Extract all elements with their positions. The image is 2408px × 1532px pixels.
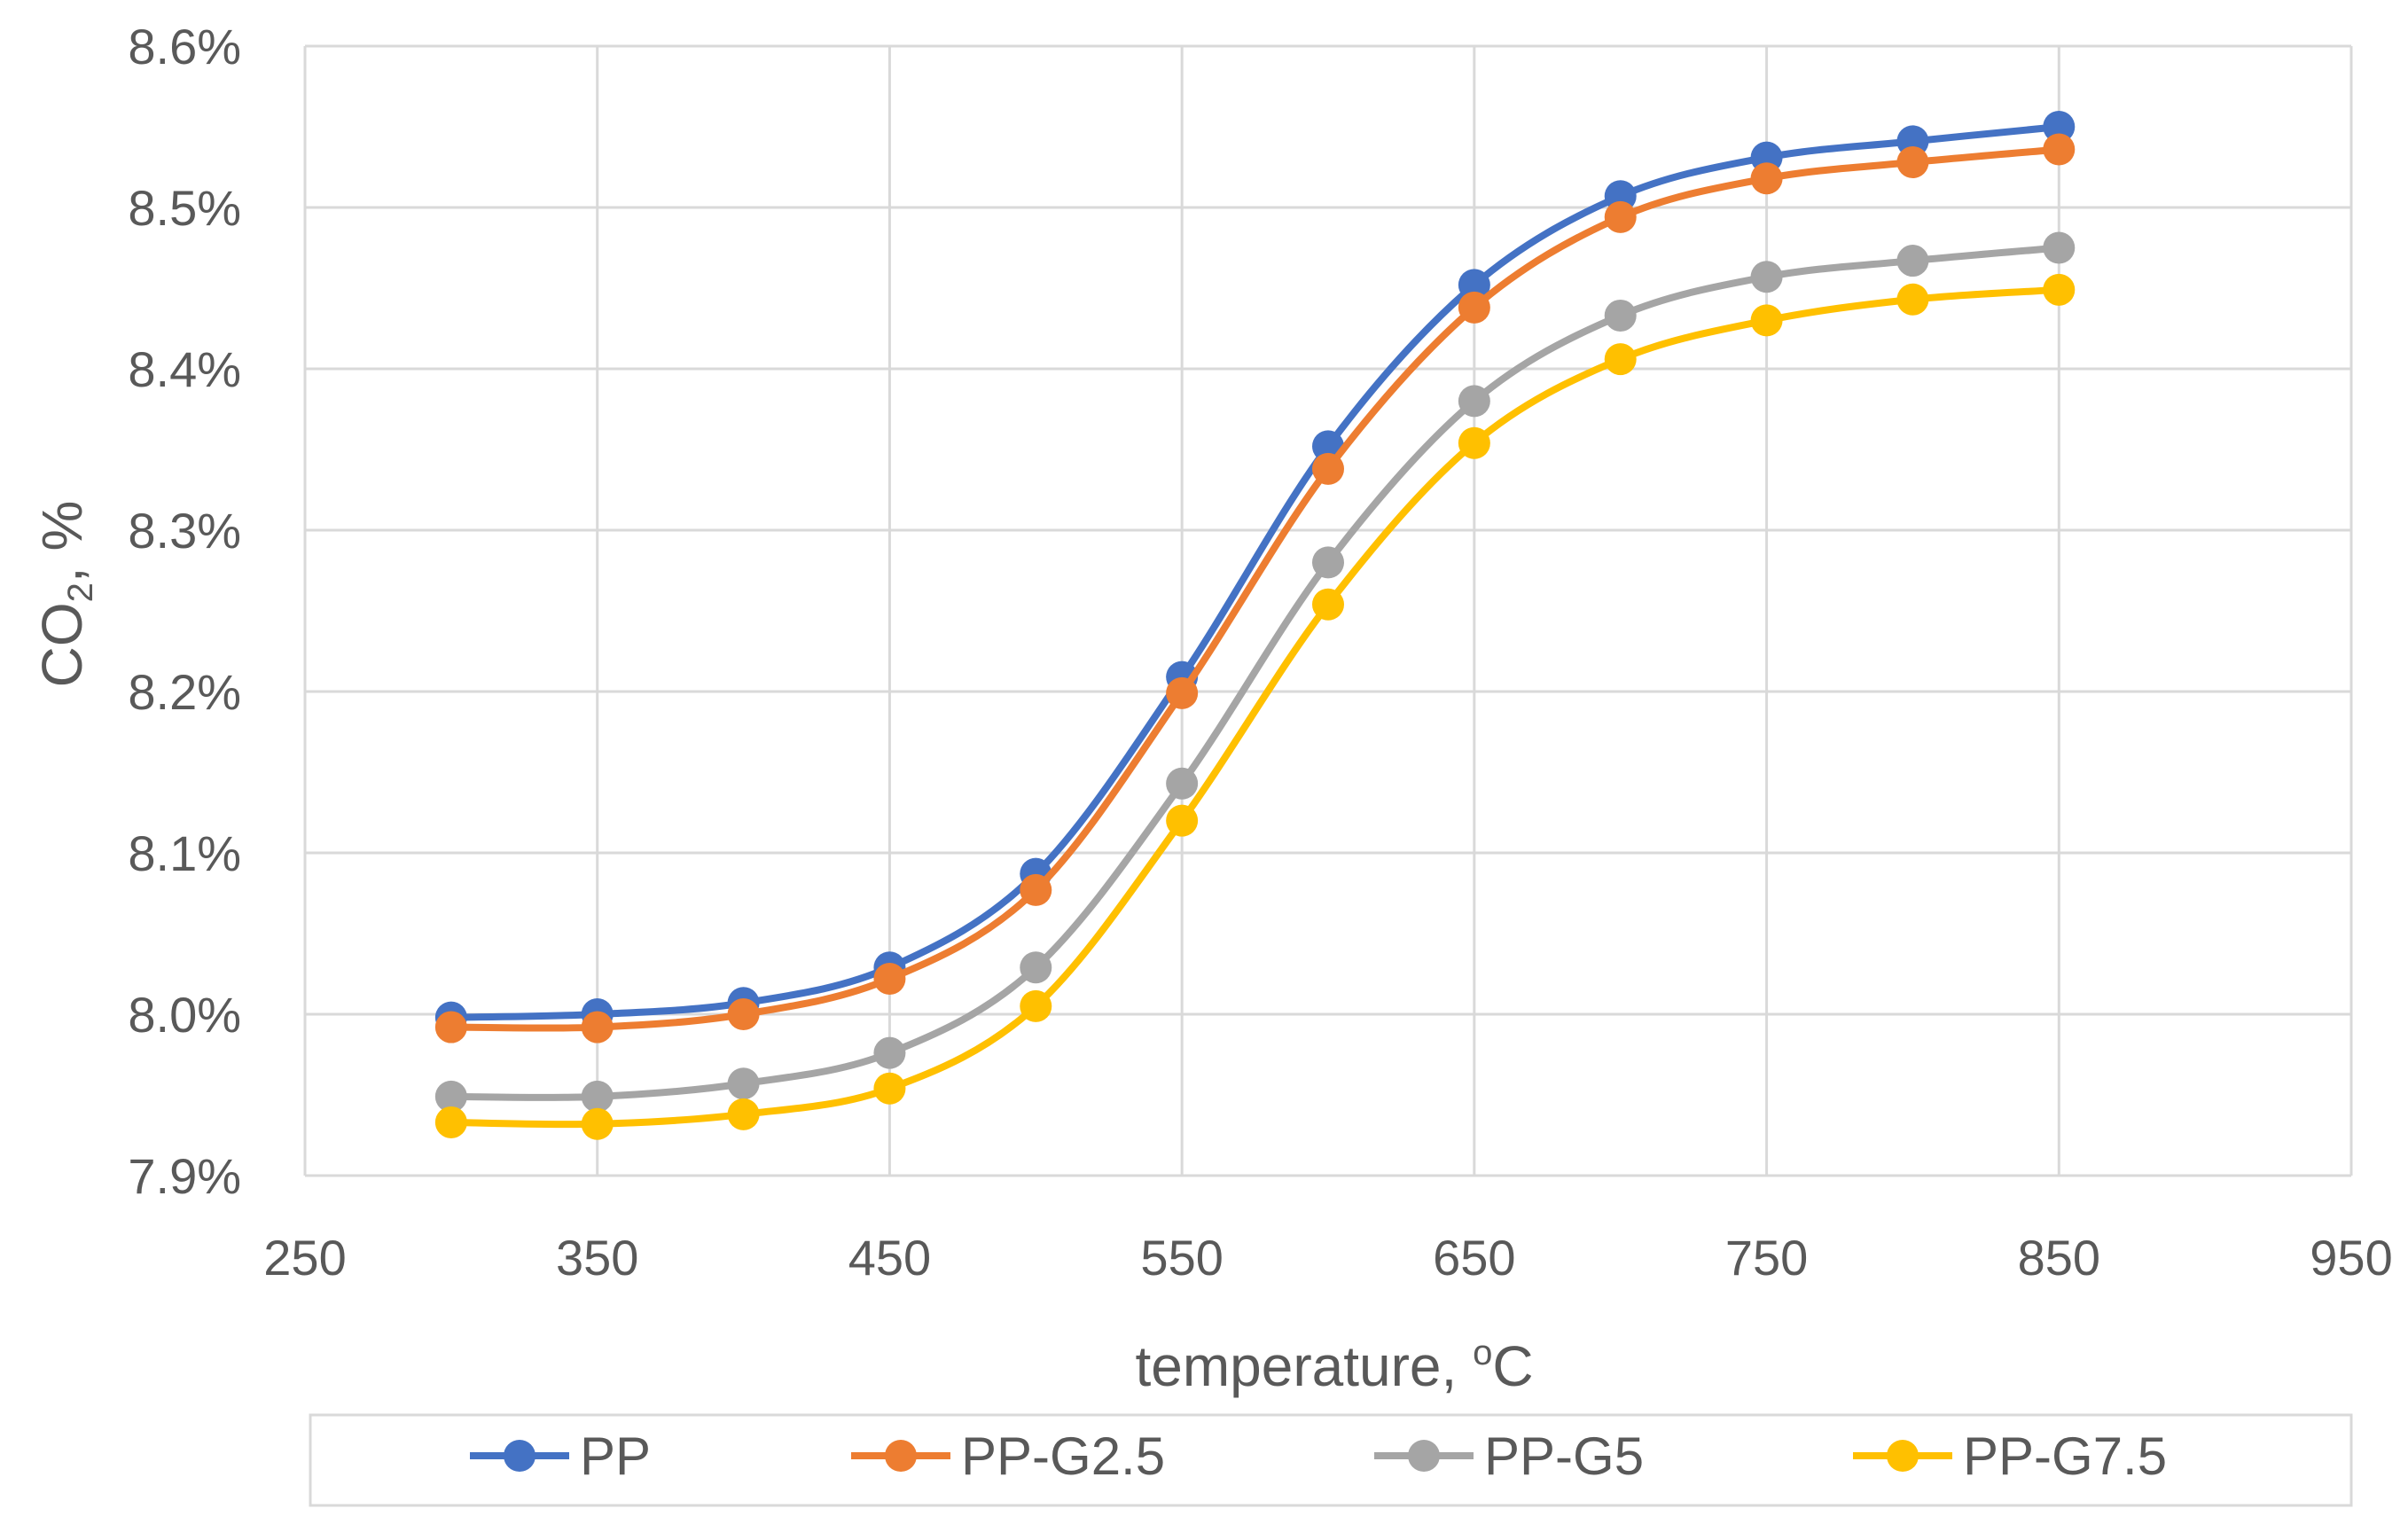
- legend-item-PP-G7.5: PP-G7.5: [1853, 1426, 2167, 1486]
- data-point: [434, 1080, 467, 1113]
- series-line: [447, 244, 2063, 1101]
- data-point: [727, 998, 760, 1030]
- series-PP-G2.5: [434, 133, 2076, 1043]
- data-point: [1896, 245, 1929, 277]
- legend-swatch-marker: [885, 1440, 917, 1472]
- x-tick-label: 450: [848, 1230, 931, 1286]
- data-point: [1750, 162, 1783, 195]
- data-point: [434, 1106, 467, 1138]
- data-point: [581, 1011, 614, 1043]
- data-point: [1166, 767, 1199, 800]
- data-point: [1020, 873, 1052, 906]
- data-point: [873, 1072, 906, 1105]
- data-point: [1312, 452, 1344, 485]
- data-point: [1750, 261, 1783, 293]
- x-tick-label: 250: [263, 1230, 346, 1286]
- x-tick-label: 650: [1433, 1230, 1515, 1286]
- data-point: [1604, 200, 1637, 233]
- y-tick-label: 8.3%: [128, 503, 241, 559]
- y-tick-label: 7.9%: [128, 1148, 241, 1204]
- legend-item-PP-G5: PP-G5: [1374, 1426, 1644, 1486]
- y-tick-label: 8.6%: [128, 19, 241, 74]
- data-point: [1896, 146, 1929, 179]
- legend-box: [309, 1413, 2353, 1507]
- data-point: [1166, 676, 1199, 709]
- data-point: [1312, 588, 1344, 621]
- x-tick-label: 950: [2310, 1230, 2392, 1286]
- legend-label: PP-G2.5: [961, 1426, 1165, 1486]
- legend-label: PP: [580, 1426, 651, 1486]
- x-tick-label: 850: [2018, 1230, 2100, 1286]
- x-axis-title: temperature, oC: [1135, 1333, 1533, 1398]
- legend-swatch-marker: [1408, 1440, 1440, 1472]
- series-line: [447, 285, 2063, 1129]
- y-tick-label: 8.0%: [128, 987, 241, 1043]
- y-tick-label: 8.2%: [128, 664, 241, 720]
- data-point: [1020, 951, 1052, 984]
- data-point: [581, 1080, 614, 1113]
- series-line: [447, 145, 2063, 1032]
- y-tick-label: 8.5%: [128, 180, 241, 236]
- data-point: [727, 1067, 760, 1100]
- x-tick-label: 550: [1140, 1230, 1223, 1286]
- x-tick-label: 750: [1725, 1230, 1808, 1286]
- legend-item-PP-G2.5: PP-G2.5: [851, 1426, 1165, 1486]
- x-axis-title-sup: o: [1473, 1333, 1492, 1372]
- data-point: [1020, 989, 1052, 1022]
- data-point: [873, 962, 906, 995]
- data-point: [2043, 111, 2076, 143]
- y-tick-label: 8.4%: [128, 341, 241, 397]
- grid-lines: [303, 44, 2353, 1177]
- legend-item-PP: PP: [470, 1426, 651, 1486]
- data-point: [1458, 269, 1490, 301]
- legend-label: PP-G7.5: [1963, 1426, 2167, 1486]
- data-point: [873, 1036, 906, 1069]
- series-PP-G7.5: [434, 273, 2076, 1140]
- y-axis-title-sub: 2: [61, 582, 100, 602]
- series-PP-G5: [434, 231, 2076, 1113]
- legend-swatch-marker: [1887, 1440, 1919, 1472]
- data-point: [2043, 133, 2076, 166]
- y-axis-title-main: CO: [30, 602, 94, 687]
- data-point: [1166, 804, 1199, 837]
- data-point: [1604, 299, 1637, 332]
- data-point: [1604, 343, 1637, 376]
- x-tick-label: 350: [556, 1230, 638, 1286]
- data-point: [581, 1107, 614, 1140]
- data-point: [1750, 304, 1783, 337]
- y-axis-title-tail: , %: [30, 501, 94, 582]
- data-point: [1458, 291, 1490, 324]
- data-point: [2043, 273, 2076, 306]
- data-point: [2043, 231, 2076, 264]
- y-axis-ticks: 7.9% 8.0% 8.1% 8.2% 8.3% 8.4% 8.5% 8.6%: [128, 19, 241, 1204]
- legend: PP PP-G2.5 PP-G5 PP-G7.5: [470, 1426, 2167, 1486]
- data-point: [1896, 283, 1929, 316]
- y-axis-title: CO2, %: [30, 501, 100, 688]
- x-axis-title-tail: C: [1492, 1334, 1533, 1398]
- y-tick-label: 8.1%: [128, 825, 241, 881]
- legend-label: PP-G5: [1484, 1426, 1644, 1486]
- data-point: [1312, 546, 1344, 579]
- x-axis-title-main: temperature,: [1135, 1334, 1473, 1398]
- series-lines: [434, 111, 2076, 1140]
- data-point: [434, 1011, 467, 1043]
- x-axis-ticks: 250 350 450 550 650 750 850 950: [263, 1230, 2392, 1286]
- data-point: [1458, 385, 1490, 418]
- data-point: [727, 1098, 760, 1130]
- legend-swatch-marker: [504, 1440, 536, 1472]
- data-point: [1458, 426, 1490, 459]
